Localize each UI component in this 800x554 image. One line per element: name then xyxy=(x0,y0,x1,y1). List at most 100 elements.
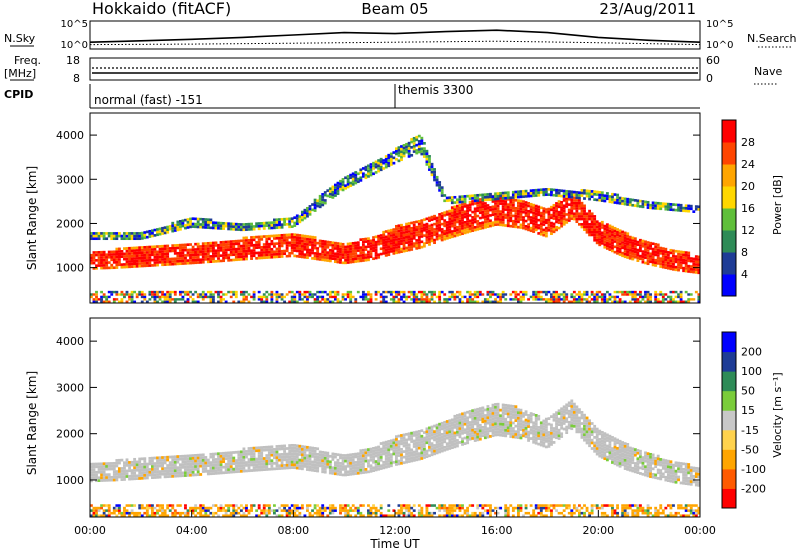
heatmap-cell xyxy=(669,264,673,268)
heatmap-cell xyxy=(608,200,612,204)
heatmap-cell xyxy=(644,293,647,296)
heatmap-cell xyxy=(267,459,271,463)
heatmap-cell xyxy=(552,214,556,218)
heatmap-cell xyxy=(661,255,665,258)
heatmap-cell xyxy=(641,202,645,206)
heatmap-cell xyxy=(509,224,513,228)
heatmap-cell xyxy=(522,189,525,193)
heatmap-cell xyxy=(400,298,403,301)
heatmap-cell xyxy=(588,192,592,196)
heatmap-cell xyxy=(273,450,276,454)
heatmap-cell xyxy=(471,298,475,301)
heatmap-cell xyxy=(354,254,358,258)
heatmap-cell xyxy=(389,293,393,296)
heatmap-cell xyxy=(496,433,500,437)
heatmap-cell xyxy=(288,233,292,237)
heatmap-cell xyxy=(354,171,358,174)
heatmap-cell xyxy=(328,295,332,299)
heatmap-cell xyxy=(489,192,492,196)
heatmap-cell xyxy=(346,462,350,465)
heatmap-cell xyxy=(173,472,177,475)
heatmap-cell xyxy=(578,196,581,200)
heatmap-cell xyxy=(222,222,226,225)
heatmap-cell xyxy=(239,456,243,459)
heatmap-cell xyxy=(138,293,142,296)
heatmap-cell xyxy=(694,257,698,261)
heatmap-cell xyxy=(145,235,149,239)
heatmap-cell xyxy=(224,465,228,469)
heatmap-cell xyxy=(191,473,195,477)
heatmap-cell xyxy=(621,251,625,255)
heatmap-cell xyxy=(163,461,167,465)
heatmap-cell xyxy=(341,465,345,468)
heatmap-cell xyxy=(478,222,482,225)
heatmap-cell xyxy=(148,248,152,251)
heatmap-cell xyxy=(265,459,269,463)
heatmap-cell xyxy=(323,454,327,457)
heatmap-cell xyxy=(219,471,223,475)
heatmap-cell xyxy=(450,230,454,233)
heatmap-cell xyxy=(161,458,165,462)
heatmap-cell xyxy=(234,258,238,262)
heatmap-cell xyxy=(295,236,299,240)
heatmap-cell xyxy=(369,295,373,299)
heatmap-cell xyxy=(405,441,409,445)
heatmap-cell xyxy=(529,194,533,198)
heatmap-cell xyxy=(473,428,477,431)
heatmap-cell xyxy=(646,249,650,252)
heatmap-cell xyxy=(313,452,317,456)
heatmap-cell xyxy=(306,459,309,463)
heatmap-cell xyxy=(125,232,129,235)
heatmap-cell xyxy=(661,265,665,269)
heatmap-cell xyxy=(232,470,236,474)
heatmap-cell xyxy=(232,240,236,243)
heatmap-cell xyxy=(425,455,429,458)
heatmap-cell xyxy=(697,300,701,303)
heatmap-cell xyxy=(382,252,386,255)
heatmap-cell xyxy=(107,467,111,471)
heatmap-cell xyxy=(311,295,314,299)
heatmap-cell xyxy=(209,295,213,299)
heatmap-cell xyxy=(227,454,231,458)
heatmap-cell xyxy=(486,410,490,414)
heatmap-cell xyxy=(486,427,490,431)
heatmap-cell xyxy=(392,249,396,253)
heatmap-cell xyxy=(369,464,373,468)
heatmap-cell xyxy=(509,410,513,413)
heatmap-cell xyxy=(684,261,688,265)
heatmap-cell xyxy=(176,460,180,464)
heatmap-cell xyxy=(631,198,635,202)
heatmap-cell xyxy=(450,293,454,296)
heatmap-cell xyxy=(128,298,131,301)
heatmap-cell xyxy=(425,293,429,296)
heatmap-cell xyxy=(212,257,215,261)
heatmap-cell xyxy=(351,255,355,258)
heatmap-cell xyxy=(529,218,533,222)
heatmap-cell xyxy=(128,295,131,299)
heatmap-cell xyxy=(133,262,137,266)
heatmap-cell xyxy=(611,233,614,237)
heatmap-cell xyxy=(628,249,632,252)
heatmap-cell xyxy=(204,467,208,470)
heatmap-cell xyxy=(626,240,630,243)
heatmap-cell xyxy=(598,230,602,233)
heatmap-cell xyxy=(158,230,162,233)
heatmap-cell xyxy=(491,406,495,410)
heatmap-cell xyxy=(148,256,152,259)
heatmap-cell xyxy=(565,221,569,224)
heatmap-cell xyxy=(379,464,383,468)
heatmap-cell xyxy=(626,293,630,296)
heatmap-cell xyxy=(435,423,439,427)
heatmap-cell xyxy=(453,293,457,296)
heatmap-cell xyxy=(275,223,279,227)
heatmap-cell xyxy=(339,470,342,474)
heatmap-cell xyxy=(570,295,574,299)
heatmap-cell xyxy=(257,463,261,466)
heatmap-cell xyxy=(555,215,558,218)
heatmap-cell xyxy=(181,460,185,464)
heatmap-cell xyxy=(661,293,665,296)
heatmap-cell xyxy=(95,266,98,270)
heatmap-cell xyxy=(570,190,574,194)
heatmap-cell xyxy=(364,470,368,474)
heatmap-cell xyxy=(471,409,475,413)
